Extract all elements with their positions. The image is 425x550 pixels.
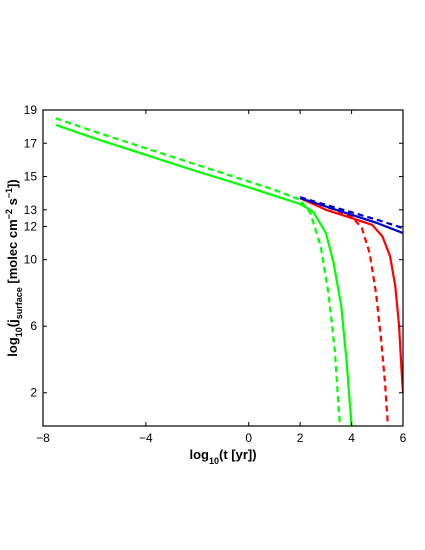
plot-lines [55,117,403,426]
y-tick-label: 2 [30,386,37,400]
y-tick-label: 10 [24,253,38,267]
y-axis-label: log10(jsurface [molec cm−2 s−1]) [4,179,24,356]
x-tick-label: −4 [139,431,153,445]
x-tick-label: 2 [297,431,304,445]
x-tick-label: 4 [348,431,355,445]
x-tick-label: −8 [36,431,50,445]
y-tick-label: 15 [24,170,38,184]
y-tick-label: 13 [24,203,38,217]
series-line-6 [299,196,403,230]
ticks: −8 −4 0 2 4 6 2 6 10 12 13 15 17 19 [24,103,407,445]
y-tick-label: 12 [24,219,38,233]
y-tick-label: 19 [24,103,38,117]
series-line-3 [299,197,403,393]
series-line-1 [55,123,353,426]
x-tick-label: 0 [245,431,252,445]
x-axis-label: log10(t [yr]) [189,447,256,466]
plot-frame [42,109,404,427]
x-tick-label: 6 [400,431,407,445]
series-line-5 [299,197,403,235]
y-tick-label: 17 [24,136,38,150]
y-tick-label: 6 [30,319,37,333]
series-line-2 [55,117,342,426]
series-line-4 [299,196,390,426]
